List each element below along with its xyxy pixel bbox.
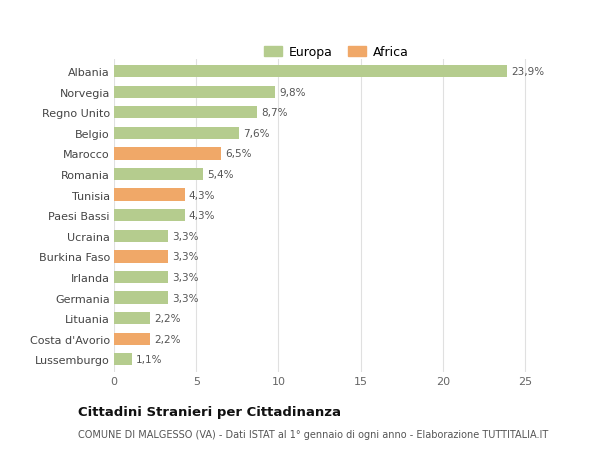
- Bar: [114, 189, 185, 202]
- Bar: [114, 312, 150, 325]
- Bar: [114, 353, 132, 366]
- Bar: [114, 271, 168, 284]
- Bar: [114, 128, 239, 140]
- Legend: Europa, Africa: Europa, Africa: [259, 41, 413, 64]
- Bar: [114, 333, 150, 345]
- Text: 9,8%: 9,8%: [279, 88, 306, 97]
- Text: 3,3%: 3,3%: [172, 252, 199, 262]
- Text: 8,7%: 8,7%: [261, 108, 287, 118]
- Text: 2,2%: 2,2%: [154, 334, 181, 344]
- Bar: [114, 210, 185, 222]
- Text: 1,1%: 1,1%: [136, 354, 163, 364]
- Bar: [114, 168, 203, 181]
- Text: Cittadini Stranieri per Cittadinanza: Cittadini Stranieri per Cittadinanza: [78, 405, 341, 419]
- Text: 6,5%: 6,5%: [225, 149, 251, 159]
- Text: 23,9%: 23,9%: [511, 67, 544, 77]
- Text: 3,3%: 3,3%: [172, 231, 199, 241]
- Text: 7,6%: 7,6%: [243, 129, 269, 139]
- Text: 4,3%: 4,3%: [189, 211, 215, 221]
- Text: 4,3%: 4,3%: [189, 190, 215, 200]
- Bar: [114, 107, 257, 119]
- Bar: [114, 230, 168, 242]
- Text: COMUNE DI MALGESSO (VA) - Dati ISTAT al 1° gennaio di ogni anno - Elaborazione T: COMUNE DI MALGESSO (VA) - Dati ISTAT al …: [78, 429, 548, 439]
- Text: 3,3%: 3,3%: [172, 293, 199, 303]
- Bar: [114, 86, 275, 99]
- Bar: [114, 148, 221, 160]
- Bar: [114, 292, 168, 304]
- Text: 5,4%: 5,4%: [207, 170, 233, 179]
- Text: 3,3%: 3,3%: [172, 272, 199, 282]
- Bar: [114, 251, 168, 263]
- Text: 2,2%: 2,2%: [154, 313, 181, 324]
- Bar: [114, 66, 507, 78]
